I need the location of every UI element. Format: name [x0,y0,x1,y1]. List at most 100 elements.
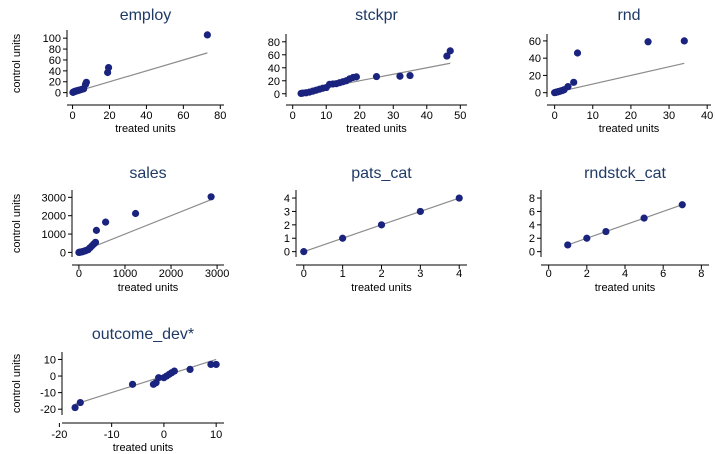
x-tick-label: 20 [625,110,637,122]
y-tick-label: 0 [535,88,541,100]
x-tick-label: 3 [417,268,423,280]
y-tick-label: 0 [274,89,280,101]
panel-outcome-dev: outcome_dev* -20 -10 0 10 -20 -10 0 10 treated un… [11,326,224,454]
x-tick-label: 2 [584,268,590,280]
x-tick-label: 40 [421,110,433,122]
y-tick-label: 20 [49,77,61,89]
data-point [128,380,137,388]
data-point [207,193,215,201]
data-point [564,83,572,91]
y-tick-label: -10 [40,388,56,400]
x-tick-label: 30 [663,110,675,122]
fit-line [554,62,685,94]
data-point [640,214,648,222]
y-tick-label: 20 [268,76,280,88]
x-axis-label: treated units [599,123,660,135]
data-point [207,360,215,369]
data-point [131,209,140,218]
data-point [396,72,404,80]
x-tick-label: 30 [387,110,399,122]
x-tick-label: 0 [69,110,75,122]
y-tick-label: 2 [284,220,290,232]
y-tick-label: 0 [60,247,66,259]
data-point [678,201,686,209]
x-tick-label: 0 [552,110,558,122]
x-tick-label: 80 [214,110,226,122]
y-tick-label: 1 [284,233,290,245]
panel-title: outcome_dev* [92,326,194,343]
fit-line [74,358,217,405]
x-axis-label: treated units [115,123,176,135]
x-tick-label: 8 [698,268,704,280]
x-axis-label: treated units [118,282,179,294]
data-point [416,207,424,216]
data-point [155,374,163,382]
data-point [372,72,381,81]
panel-title: pats_cat [351,165,412,182]
y-tick-label: 2000 [42,211,66,223]
x-axis-label: treated units [113,442,174,454]
x-tick-label: 60 [177,110,189,122]
y-tick-label: 0 [529,247,535,259]
y-tick-label: 0 [284,247,290,259]
x-axis-label: treated units [351,282,412,294]
data-point [377,221,386,229]
panel-title: rndstck_cat [584,165,666,182]
y-tick-label: 40 [49,66,61,78]
x-tick-label: 20 [103,110,115,122]
panel-title: rnd [617,7,640,24]
x-tick-label: -20 [51,429,67,441]
x-tick-label: 6 [660,268,666,280]
data-point [570,78,578,86]
y-tick-label: 10 [44,354,56,366]
panel-title: stckpr [355,7,398,24]
x-tick-label: -10 [104,429,120,441]
x-tick-label: 10 [320,110,332,122]
data-point [91,238,100,246]
x-tick-label: 10 [210,429,222,441]
data-point [300,248,308,256]
x-tick-label: 4 [622,268,628,280]
y-axis-label: control units [11,193,23,253]
x-tick-label: 0 [546,268,552,280]
data-point [406,71,414,80]
x-tick-label: 0 [290,110,296,122]
x-tick-label: 0 [76,268,82,280]
data-point [102,218,110,226]
x-tick-label: 0 [161,429,167,441]
data-point [644,38,652,46]
data-point [583,234,591,242]
data-point [602,227,610,236]
data-point [339,234,347,242]
y-tick-label: 4 [284,193,290,205]
x-tick-label: 0 [301,268,307,280]
x-tick-label: 2 [378,268,384,280]
y-tick-label: 3 [284,206,290,218]
data-point [170,367,178,375]
data-point [203,31,211,39]
x-axis-label: treated units [595,282,656,294]
data-point [92,226,101,234]
x-tick-label: 1 [340,268,346,280]
y-tick-label: 0 [55,88,61,100]
x-axis-label: treated units [346,123,407,135]
x-tick-label: 20 [354,110,366,122]
data-point [76,398,84,407]
x-tick-label: 10 [587,110,599,122]
y-tick-label: 8 [529,193,535,205]
x-tick-label: 2000 [159,268,183,280]
fit-line [72,52,208,94]
data-point [443,52,451,60]
data-point [212,360,220,369]
data-point [680,37,688,45]
y-tick-label: 60 [49,55,61,67]
data-point [352,73,360,81]
data-point [446,47,454,55]
panel-title: sales [129,165,166,182]
y-tick-label: 6 [529,206,535,218]
y-tick-label: 20 [529,70,541,82]
